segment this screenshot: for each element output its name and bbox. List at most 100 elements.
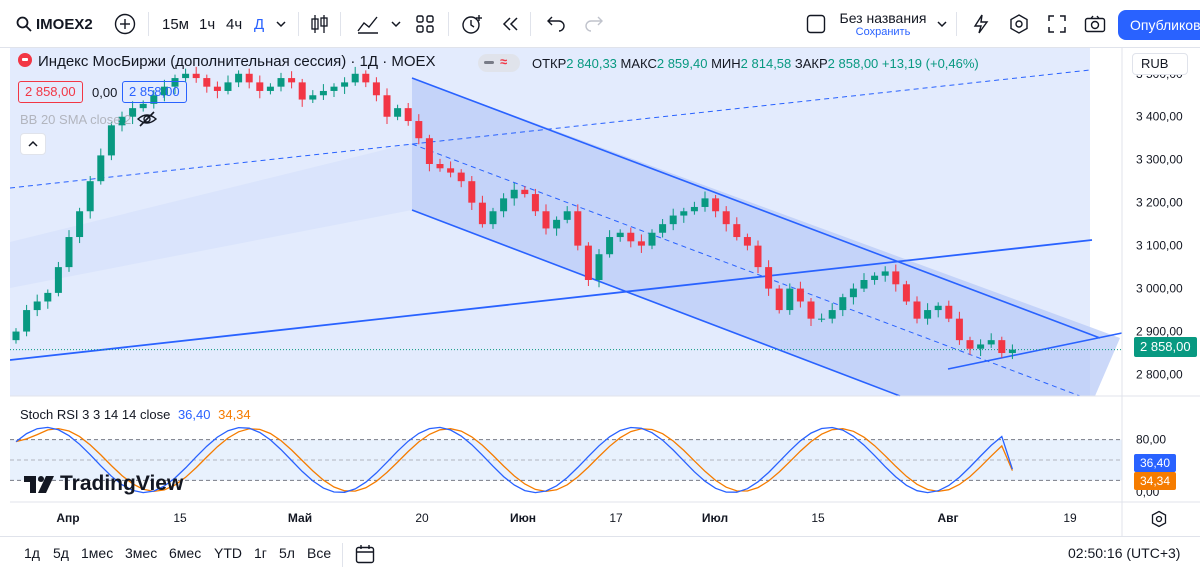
redo-icon (585, 16, 603, 32)
price-axis-label: 3 200,00 (1136, 196, 1183, 210)
market-status-badge[interactable]: ≈ (478, 54, 520, 72)
symbol-title: Индекс МосБиржи (дополнительная сессия) … (38, 53, 436, 70)
lightning-icon (973, 14, 989, 34)
alert-button[interactable] (460, 0, 484, 48)
layout-checkbox[interactable] (806, 0, 826, 48)
time-axis-label: Июн (510, 511, 536, 525)
templates-button[interactable] (415, 0, 435, 48)
candle-body (712, 198, 720, 212)
layout-name[interactable]: Без названия Сохранить (839, 10, 927, 38)
goto-date-button[interactable] (354, 543, 376, 570)
range-1d[interactable]: 1д (24, 545, 40, 561)
spread-value: 0,00 (92, 85, 118, 100)
stoch-d-line (15, 427, 1013, 493)
gear-icon (1010, 14, 1028, 34)
candle-body (107, 125, 115, 156)
currency-select[interactable]: RUB (1132, 53, 1188, 75)
replay-button[interactable] (500, 0, 520, 48)
candle-body (616, 232, 624, 238)
indicators-dropdown[interactable] (390, 0, 402, 48)
candle-body (680, 211, 688, 216)
undo-button[interactable] (546, 0, 566, 48)
settings-button[interactable] (1008, 0, 1030, 48)
snapshot-button[interactable] (1084, 0, 1106, 48)
square-icon (806, 14, 826, 34)
publish-button[interactable]: Опубликовать (1118, 10, 1200, 40)
chart-canvas[interactable]: 3 500,003 400,003 300,003 200,003 100,00… (9, 48, 1200, 536)
chevron-up-icon (28, 140, 38, 147)
range-all[interactable]: Все (307, 545, 332, 561)
camera-icon (1084, 15, 1106, 33)
time-axis-label: 15 (173, 511, 187, 525)
indicators-button[interactable] (356, 0, 380, 48)
range-1y[interactable]: 1г (254, 545, 267, 561)
candle-body (690, 206, 698, 212)
candle-body (553, 219, 561, 229)
fullscreen-button[interactable] (1047, 0, 1067, 48)
redo-button[interactable] (584, 0, 604, 48)
calendar-icon (355, 545, 375, 564)
axis-settings-button[interactable] (1150, 510, 1168, 533)
divider (298, 12, 299, 36)
hide-indicator-button[interactable] (136, 109, 158, 134)
divider (448, 12, 449, 36)
interval-dropdown[interactable] (275, 0, 287, 48)
range-5d[interactable]: 5д (53, 545, 69, 561)
range-ytd[interactable]: YTD (214, 545, 242, 561)
candle-body (743, 237, 751, 246)
candle-body (786, 288, 794, 311)
collapse-legend-button[interactable] (20, 133, 46, 155)
price-axis-label: 3 000,00 (1136, 282, 1183, 296)
clock[interactable]: 02:50:16 (UTC+3) (1068, 545, 1181, 561)
interval-15m[interactable]: 15м (162, 15, 189, 33)
candle-body (288, 78, 296, 83)
range-1m[interactable]: 1мес (81, 545, 114, 561)
candle-body (860, 280, 868, 289)
candle-body (902, 284, 910, 302)
tradingview-logo[interactable]: TradingView (22, 472, 183, 496)
interval-d[interactable]: Д (254, 15, 265, 33)
candle-body (754, 245, 762, 268)
candle-body (362, 73, 370, 83)
layout-dropdown[interactable] (936, 0, 948, 48)
candle-body (934, 305, 942, 311)
trend-line (9, 239, 1093, 361)
candle-body (33, 301, 41, 311)
candle-body (182, 73, 190, 79)
candle-body (966, 340, 974, 349)
last-price-badge: 2 858,00 (1134, 337, 1197, 357)
range-6m[interactable]: 6мес (169, 545, 202, 561)
candle-body (542, 211, 550, 229)
candle-body (203, 78, 211, 87)
support-line (947, 332, 1123, 370)
channel-fill-left (10, 143, 412, 288)
candle-body (1008, 349, 1016, 354)
quick-search-button[interactable] (970, 0, 992, 48)
candle-body (213, 86, 221, 91)
add-symbol-button[interactable] (114, 0, 136, 48)
rewind-icon (502, 17, 518, 31)
buy-price-button[interactable]: 2 858,00 (122, 81, 187, 103)
interval-1h[interactable]: 1ч (199, 15, 216, 33)
candle-body (394, 108, 402, 117)
candle-body (171, 78, 179, 87)
candle-body (383, 95, 391, 117)
chart-type-button[interactable] (310, 0, 330, 48)
chart-area[interactable]: 3 500,003 400,003 300,003 200,003 100,00… (9, 48, 1200, 536)
sell-price-button[interactable]: 2 858,00 (18, 81, 83, 103)
candle-body (457, 172, 465, 182)
price-axis-label: 2 800,00 (1136, 368, 1183, 382)
parallel-dashed-line (9, 69, 1091, 189)
candle-body (871, 275, 879, 280)
candle-body (277, 78, 285, 87)
range-5y[interactable]: 5л (279, 545, 295, 561)
exchange-logo (18, 53, 32, 67)
range-3m[interactable]: 3мес (125, 545, 158, 561)
candle-body (160, 86, 168, 96)
interval-4h[interactable]: 4ч (226, 15, 243, 33)
tradingview-icon (24, 476, 54, 493)
time-axis-label: 17 (609, 511, 623, 525)
symbol-search[interactable]: IMOEX2 (16, 0, 93, 48)
candles-icon (311, 15, 328, 33)
candle-body (351, 73, 359, 83)
